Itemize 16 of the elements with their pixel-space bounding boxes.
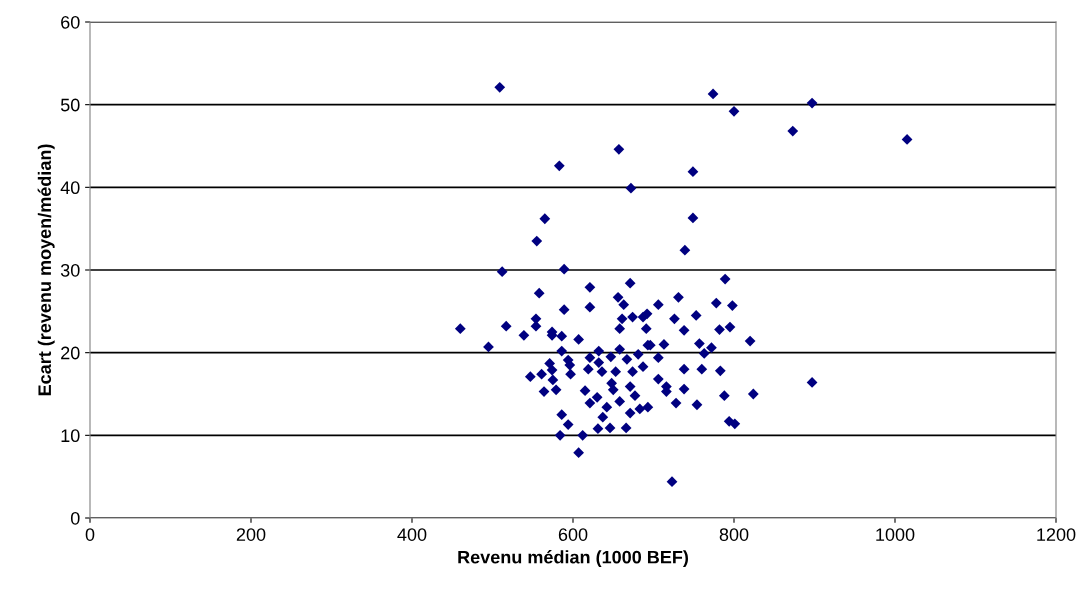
y-axis-title: Ecart (revenu moyen/médian) [37,144,55,396]
y-tick-label: 50 [60,98,80,112]
y-tick-label: 10 [61,429,80,443]
x-tick-label: 1200 [1037,528,1076,541]
y-tick-label: 40 [60,181,80,195]
x-axis-title: Revenu médian (1000 BEF) [458,550,688,568]
x-tick-label: 800 [719,528,749,541]
y-tick-label: 0 [70,511,80,525]
x-tick-label: 1000 [876,528,915,541]
x-tick-label: 600 [558,528,588,541]
y-tick-label: 30 [60,263,80,277]
x-tick-label: 0 [85,528,95,541]
x-tick-label: 400 [397,528,427,541]
x-tick-label: 200 [236,528,266,541]
y-tick-label: 20 [61,346,80,360]
y-tick-label: 60 [61,15,80,29]
